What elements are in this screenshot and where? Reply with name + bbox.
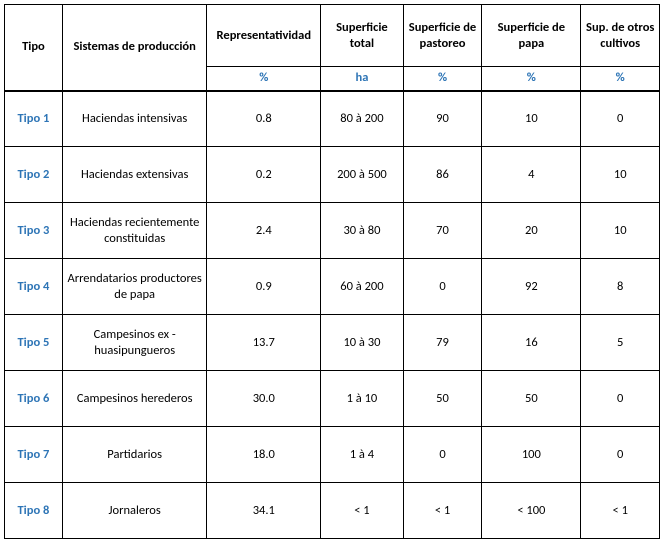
cell-sup-total: 30 à 80 (321, 203, 404, 259)
cell-sistemas: Haciendas recientemente constituidas (62, 203, 207, 259)
col-header-sistemas: Sistemas de producción (62, 5, 207, 91)
cell-sup-otros: < 1 (581, 483, 660, 539)
cell-sup-pastoreo: 90 (403, 91, 482, 147)
col-header-sup-otros: Sup. de otros cultivos (581, 5, 660, 67)
col-header-tipo: Tipo (5, 5, 63, 91)
table-row: Tipo 3Haciendas recientemente constituid… (5, 203, 660, 259)
cell-sup-papa: 100 (482, 427, 581, 483)
cell-sup-pastoreo: 0 (403, 427, 482, 483)
cell-sup-papa: 50 (482, 371, 581, 427)
cell-sup-pastoreo: 50 (403, 371, 482, 427)
cell-representatividad: 2.4 (207, 203, 321, 259)
cell-sup-total: 10 à 30 (321, 315, 404, 371)
table-row: Tipo 1Haciendas intensivas0.880 à 200901… (5, 91, 660, 147)
cell-sistemas: Arrendatarios productores de papa (62, 259, 207, 315)
cell-sup-papa: 92 (482, 259, 581, 315)
cell-tipo: Tipo 7 (5, 427, 63, 483)
cell-sup-papa: 10 (482, 91, 581, 147)
cell-tipo: Tipo 1 (5, 91, 63, 147)
col-unit-sup-papa: % (482, 67, 581, 91)
table-row: Tipo 4Arrendatarios productores de papa0… (5, 259, 660, 315)
cell-tipo: Tipo 6 (5, 371, 63, 427)
cell-tipo: Tipo 4 (5, 259, 63, 315)
table-row: Tipo 7Partidarios18.01 à 401000 (5, 427, 660, 483)
table-row: Tipo 5Campesinos ex - huasipungueros13.7… (5, 315, 660, 371)
cell-representatividad: 0.2 (207, 147, 321, 203)
col-header-sup-total: Superficie total (321, 5, 404, 67)
col-header-sup-papa: Superficie de papa (482, 5, 581, 67)
col-header-sup-pastoreo: Superficie de pastoreo (403, 5, 482, 67)
cell-sup-otros: 0 (581, 427, 660, 483)
cell-sistemas: Campesinos herederos (62, 371, 207, 427)
cell-sup-pastoreo: 79 (403, 315, 482, 371)
cell-sup-pastoreo: 70 (403, 203, 482, 259)
col-unit-sup-pastoreo: % (403, 67, 482, 91)
production-systems-table: Tipo Sistemas de producción Representati… (4, 4, 660, 539)
cell-sup-total: < 1 (321, 483, 404, 539)
cell-sup-total: 80 à 200 (321, 91, 404, 147)
col-unit-sup-total: ha (321, 67, 404, 91)
cell-representatividad: 34.1 (207, 483, 321, 539)
cell-sup-papa: < 100 (482, 483, 581, 539)
cell-sup-papa: 20 (482, 203, 581, 259)
cell-sistemas: Campesinos ex - huasipungueros (62, 315, 207, 371)
cell-representatividad: 0.8 (207, 91, 321, 147)
cell-sistemas: Partidarios (62, 427, 207, 483)
cell-sup-otros: 10 (581, 147, 660, 203)
table-body: Tipo 1Haciendas intensivas0.880 à 200901… (5, 91, 660, 539)
cell-sup-papa: 16 (482, 315, 581, 371)
cell-representatividad: 0.9 (207, 259, 321, 315)
cell-tipo: Tipo 8 (5, 483, 63, 539)
cell-tipo: Tipo 5 (5, 315, 63, 371)
col-unit-representatividad: % (207, 67, 321, 91)
cell-representatividad: 18.0 (207, 427, 321, 483)
cell-sup-total: 1 à 10 (321, 371, 404, 427)
cell-sistemas: Jornaleros (62, 483, 207, 539)
cell-sup-otros: 8 (581, 259, 660, 315)
cell-sup-otros: 0 (581, 371, 660, 427)
table-row: Tipo 2Haciendas extensivas0.2200 à 50086… (5, 147, 660, 203)
col-header-representatividad: Representatividad (207, 5, 321, 67)
cell-representatividad: 13.7 (207, 315, 321, 371)
cell-representatividad: 30.0 (207, 371, 321, 427)
cell-sup-total: 1 à 4 (321, 427, 404, 483)
cell-tipo: Tipo 3 (5, 203, 63, 259)
table-row: Tipo 6Campesinos herederos30.01 à 105050… (5, 371, 660, 427)
cell-sup-total: 200 à 500 (321, 147, 404, 203)
cell-sup-pastoreo: 0 (403, 259, 482, 315)
cell-sup-papa: 4 (482, 147, 581, 203)
cell-sistemas: Haciendas intensivas (62, 91, 207, 147)
table-header: Tipo Sistemas de producción Representati… (5, 5, 660, 91)
cell-sup-pastoreo: 86 (403, 147, 482, 203)
cell-sistemas: Haciendas extensivas (62, 147, 207, 203)
cell-sup-pastoreo: < 1 (403, 483, 482, 539)
col-unit-sup-otros: % (581, 67, 660, 91)
table-row: Tipo 8Jornaleros34.1< 1< 1< 100< 1 (5, 483, 660, 539)
cell-sup-otros: 0 (581, 91, 660, 147)
cell-sup-otros: 10 (581, 203, 660, 259)
cell-tipo: Tipo 2 (5, 147, 63, 203)
cell-sup-otros: 5 (581, 315, 660, 371)
cell-sup-total: 60 à 200 (321, 259, 404, 315)
